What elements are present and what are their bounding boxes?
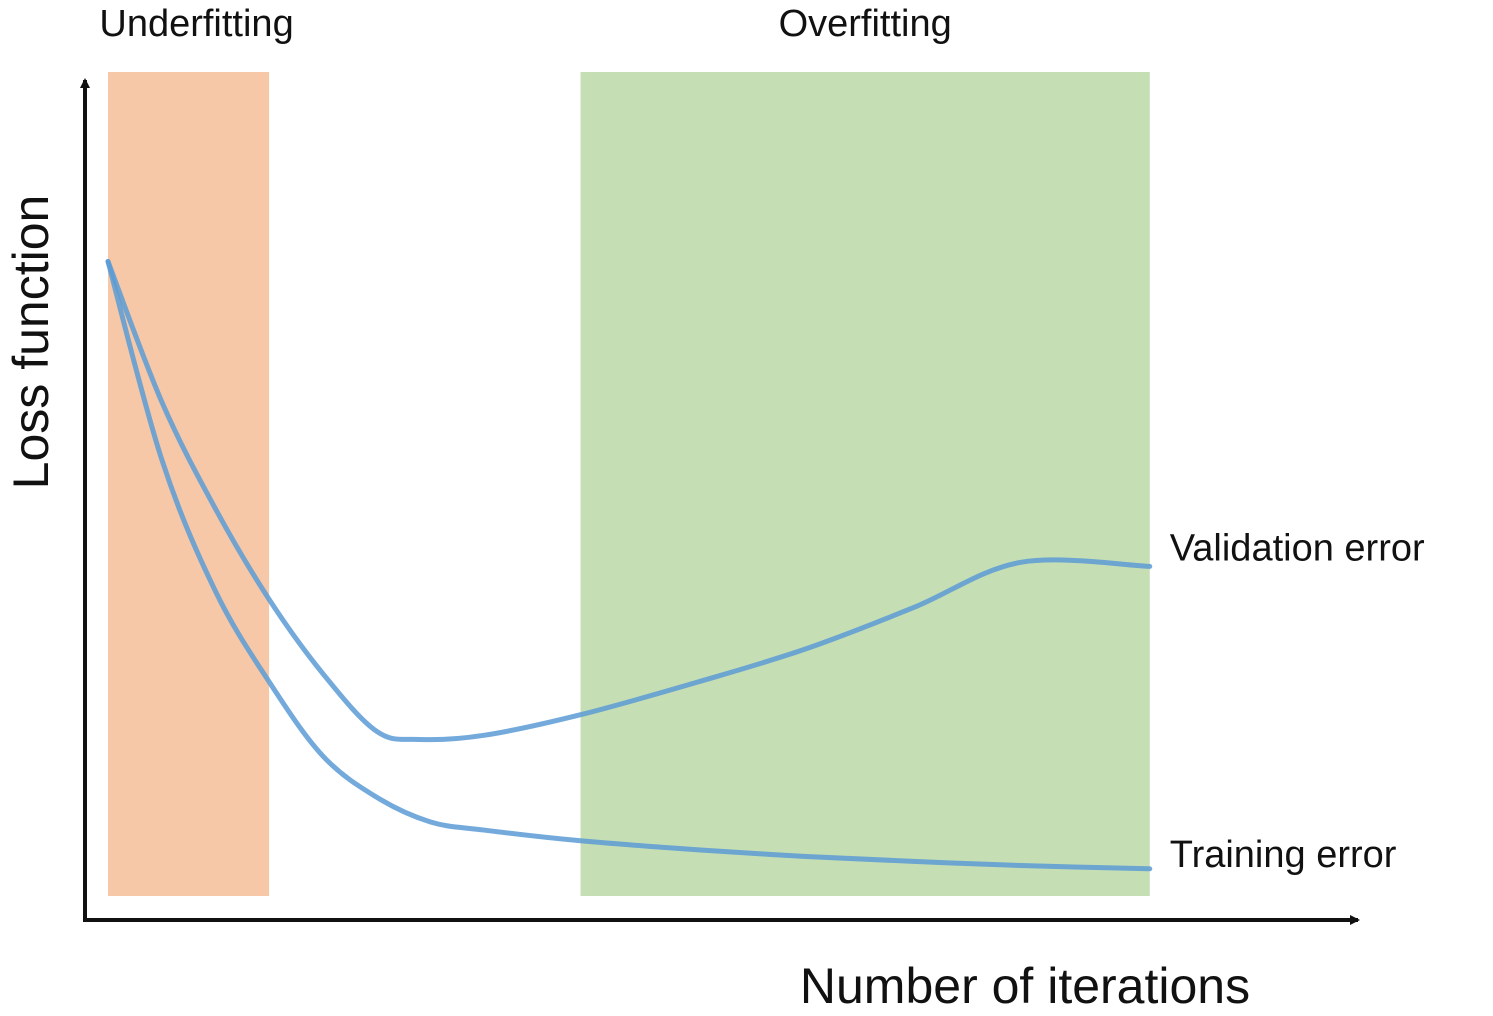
series-label-training-error: Training error [1170, 834, 1397, 876]
series-label-validation-error: Validation error [1170, 527, 1425, 569]
region-label-underfitting: Underfitting [99, 3, 293, 45]
series-labels: Validation error Training error [1170, 527, 1425, 875]
region-labels: Underfitting Overfitting [99, 3, 951, 45]
region-band-overfitting [580, 72, 1150, 896]
region-bands [108, 72, 1150, 896]
region-band-underfitting [108, 72, 270, 896]
y-axis-label: Loss function [3, 195, 59, 490]
region-label-overfitting: Overfitting [779, 3, 952, 45]
series-line-validation-error [105, 259, 1153, 743]
series-lines [105, 259, 1153, 872]
series-line-training-error [105, 259, 1153, 872]
x-axis-label: Number of iterations [800, 958, 1250, 1014]
